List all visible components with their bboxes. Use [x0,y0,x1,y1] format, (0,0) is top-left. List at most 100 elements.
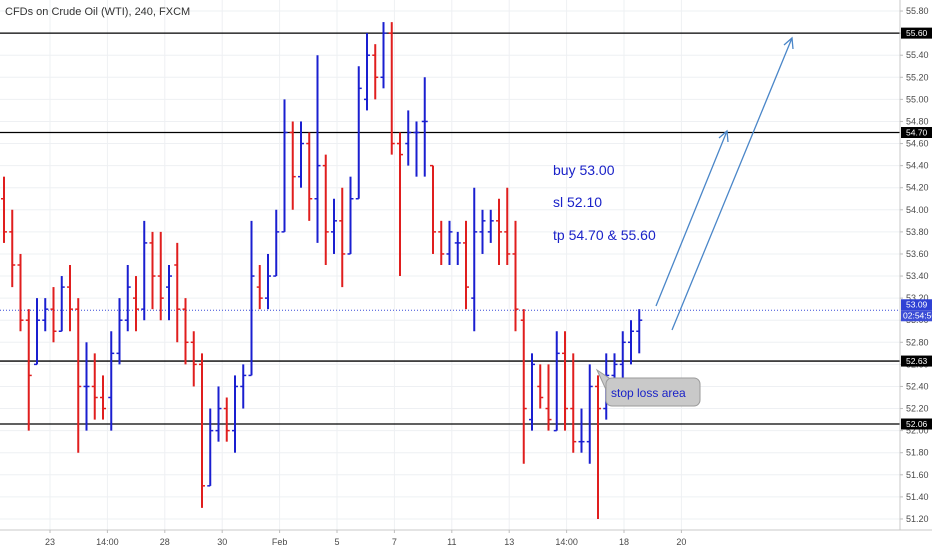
time-tick-label: 28 [160,537,170,547]
ohlc-bar [124,265,131,332]
price-tick-label: 55.00 [906,94,929,104]
target-arrow-1[interactable] [655,130,728,307]
time-tick-label: 14:00 [96,537,119,547]
ohlc-bar [446,220,453,265]
price-tick-label: 55.20 [906,72,929,82]
ohlc-bar [570,353,577,453]
time-tick-label: 20 [676,537,686,547]
ohlc-bar [215,386,222,442]
stop-loss-callout[interactable]: stop loss area [595,368,701,407]
price-tick-label: 54.20 [906,183,929,193]
ohlc-bar [487,209,494,243]
ohlc-bar [256,265,263,310]
target-arrow-2[interactable] [671,37,793,331]
target-arrow-2-head [783,36,794,50]
level-tag-bg [901,27,932,39]
ohlc-bar [496,198,502,265]
horizontal-levels[interactable] [0,32,900,425]
price-tick-label: 52.00 [906,426,929,436]
ohlc-bars [1,22,643,519]
price-tick-label: 52.20 [906,404,929,414]
current-price-tag: 53.09 02:54:56 [901,299,932,322]
ohlc-bar [133,276,139,332]
chart-title: CFDs on Crude Oil (WTI), 240, FXCM [5,6,190,18]
price-tick-label: 52.40 [906,381,929,391]
ohlc-bar [248,220,255,377]
price-tick-label: 52.80 [906,337,929,347]
time-tick-label: 23 [45,537,55,547]
ohlc-bar [58,276,65,332]
ohlc-bar [636,309,643,354]
level-tag-label: 52.06 [906,419,928,429]
ohlc-bar [75,298,82,453]
ohlc-bar [372,44,379,100]
ohlc-bar [388,22,395,155]
ohlc-bar [273,209,280,277]
ohlc-bar [578,408,585,453]
ohlc-bar [83,342,90,431]
ohlc-bar [9,209,16,288]
ohlc-bar [512,220,519,332]
ohlc-bar [116,298,123,365]
time-axis[interactable]: 23 14:00 28 30 Feb 5 7 11 13 14:00 18 20 [45,530,686,547]
countdown-label: 02:54:56 [903,310,932,320]
ohlc-bar [586,364,593,464]
ohlc-bar [322,154,329,265]
ohlc-bar [471,187,478,332]
ohlc-bar [289,121,296,210]
ohlc-bar [339,187,346,288]
ohlc-bar [355,66,362,200]
ohlc-bar [537,364,544,409]
ohlc-bar [265,253,271,310]
target-arrows[interactable] [655,36,794,331]
price-axis[interactable]: 51.2051.4051.6051.8052.0052.2052.4052.60… [900,6,929,524]
price-tick-label: 53.40 [906,271,929,281]
price-tick-label: 55.80 [906,6,929,16]
ohlc-bar [454,231,461,265]
price-tick-label: 53.20 [906,293,929,303]
time-tick-label: 13 [504,537,514,547]
ohlc-bar [67,265,73,332]
price-tick-label: 53.80 [906,227,929,237]
ohlc-bar [628,320,634,365]
ohlc-bar [545,364,552,431]
ohlc-bar [1,176,7,243]
ohlc-bar [438,220,445,265]
time-tick-label: 11 [447,537,456,547]
price-tick-label: 54.00 [906,205,929,215]
ohlc-bar [306,132,313,221]
level-tag-bg [901,127,932,138]
ohlc-bar [331,198,337,254]
level-tag-label: 52.63 [906,356,928,366]
price-tick-label: 51.40 [906,492,929,502]
level-tag-label: 54.70 [906,128,928,138]
grid [0,0,900,530]
ohlc-bar [232,375,238,453]
ohlc-bar [223,397,230,442]
ohlc-bar [25,309,32,431]
ohlc-bar [199,353,205,508]
ohlc-bar [190,331,197,387]
ohlc-bar [347,176,354,255]
price-tick-label: 51.60 [906,470,929,480]
ohlc-bar [281,99,288,233]
ohlc-bar [108,331,115,431]
ohlc-bar [529,353,535,431]
ohlc-bar [182,298,189,365]
current-price-label: 53.09 [906,299,928,309]
annotation-block: buy 53.00 sl 52.10 tp 54.70 & 55.60 [553,162,656,243]
ohlc-bar [504,187,511,265]
ohlc-bar [207,408,214,487]
ohlc-bar [42,298,49,332]
time-tick-label: 30 [217,537,227,547]
time-tick-label: 18 [619,537,629,547]
stop-loss-callout-box[interactable] [605,377,701,407]
level-tag-bg [901,355,932,367]
ohlc-bar [91,353,98,420]
ohlc-bar [562,331,568,431]
tp-note: tp 54.70 & 55.60 [553,227,656,243]
price-tick-label: 51.80 [906,448,929,458]
ohlc-bar [463,220,469,310]
target-arrow-1-head [718,129,729,143]
